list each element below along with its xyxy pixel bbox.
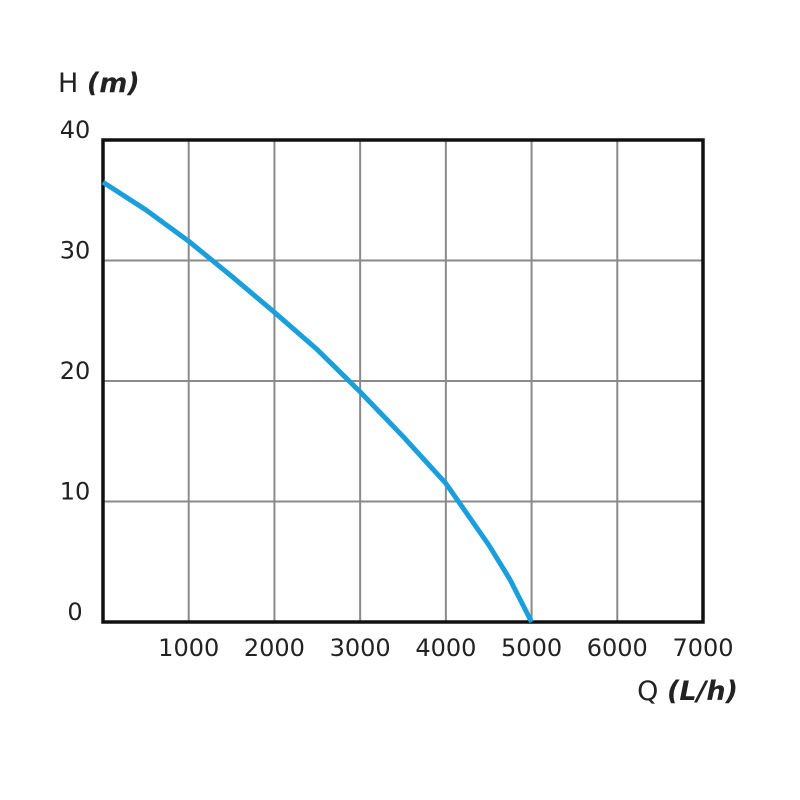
x-tick-label: 1000 [158, 634, 219, 662]
x-tick-label: 7000 [672, 634, 733, 662]
x-axis-unit: (L/h) [667, 676, 738, 707]
curve [101, 180, 534, 624]
y-axis-symbol: H [58, 68, 78, 99]
y-axis-label: H (m) [58, 68, 140, 99]
x-tick-label: 6000 [587, 634, 648, 662]
x-tick-label: 3000 [330, 634, 391, 662]
y-tick-label: 20 [60, 357, 91, 385]
x-axis-symbol: Q [637, 676, 658, 707]
x-tick-label: 4000 [415, 634, 476, 662]
x-tick-label: 2000 [244, 634, 305, 662]
y-tick-label: 30 [60, 237, 91, 265]
y-tick-label: 0 [67, 598, 82, 626]
y-axis-unit: (m) [87, 68, 140, 99]
y-tick-label: 10 [60, 478, 91, 506]
x-axis-label: Q (L/h) [637, 676, 738, 707]
x-tick-label: 5000 [501, 634, 562, 662]
plot-frame [101, 138, 705, 624]
y-tick-label: 40 [60, 116, 91, 144]
